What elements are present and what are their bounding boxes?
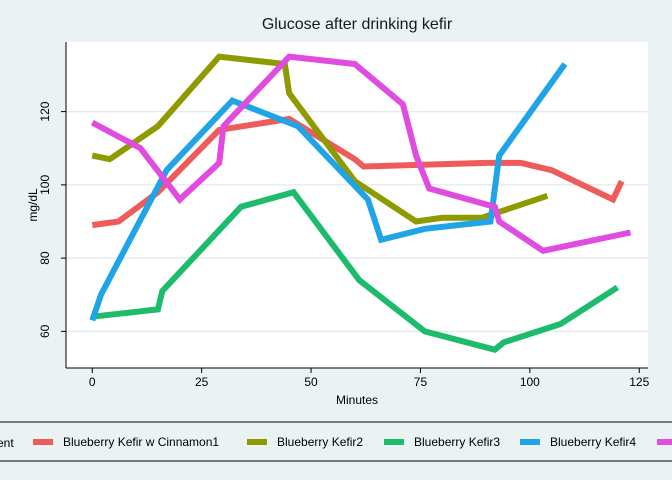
series-group xyxy=(89,53,632,353)
y-tick-label: 60 xyxy=(38,324,52,338)
series-line-3 xyxy=(91,188,620,353)
legend-label-2: Blueberry Kefir2 xyxy=(277,435,363,449)
y-tick-label: 120 xyxy=(38,101,52,121)
legend-label-4: Blueberry Kefir4 xyxy=(550,435,636,449)
x-tick-label: 50 xyxy=(304,375,318,389)
x-tick-label: 25 xyxy=(195,375,209,389)
y-tick-label: 80 xyxy=(38,251,52,265)
legend-label-3: Blueberry Kefir3 xyxy=(414,435,500,449)
x-tick-label: 100 xyxy=(520,375,540,389)
legend-label-1: Blueberry Kefir w Cinnamon1 xyxy=(63,435,219,449)
legend-title-fragment: ent xyxy=(0,436,14,450)
legend: ent Blueberry Kefir w Cinnamon1 Blueberry… xyxy=(0,421,672,462)
series-line-5 xyxy=(90,53,632,254)
plot-area xyxy=(66,42,648,368)
y-tick-label: 100 xyxy=(38,175,52,195)
series-line-2 xyxy=(91,53,549,225)
chart-title: Glucose after drinking kefir xyxy=(262,16,453,33)
x-tick-label: 75 xyxy=(414,375,428,389)
y-axis-title: mg/dL xyxy=(26,188,40,222)
x-axis-title: Minutes xyxy=(336,393,378,407)
x-tick-label: 125 xyxy=(629,375,649,389)
y-axis-ticks: 60 80 100 120 xyxy=(38,101,66,338)
series-line-4 xyxy=(89,62,568,322)
x-tick-label: 0 xyxy=(89,375,96,389)
legend-items: Blueberry Kefir w Cinnamon1 Blueberry Kef… xyxy=(33,435,672,449)
legend-box xyxy=(0,421,672,462)
x-axis-ticks: 0 25 50 75 100 125 xyxy=(89,368,650,389)
